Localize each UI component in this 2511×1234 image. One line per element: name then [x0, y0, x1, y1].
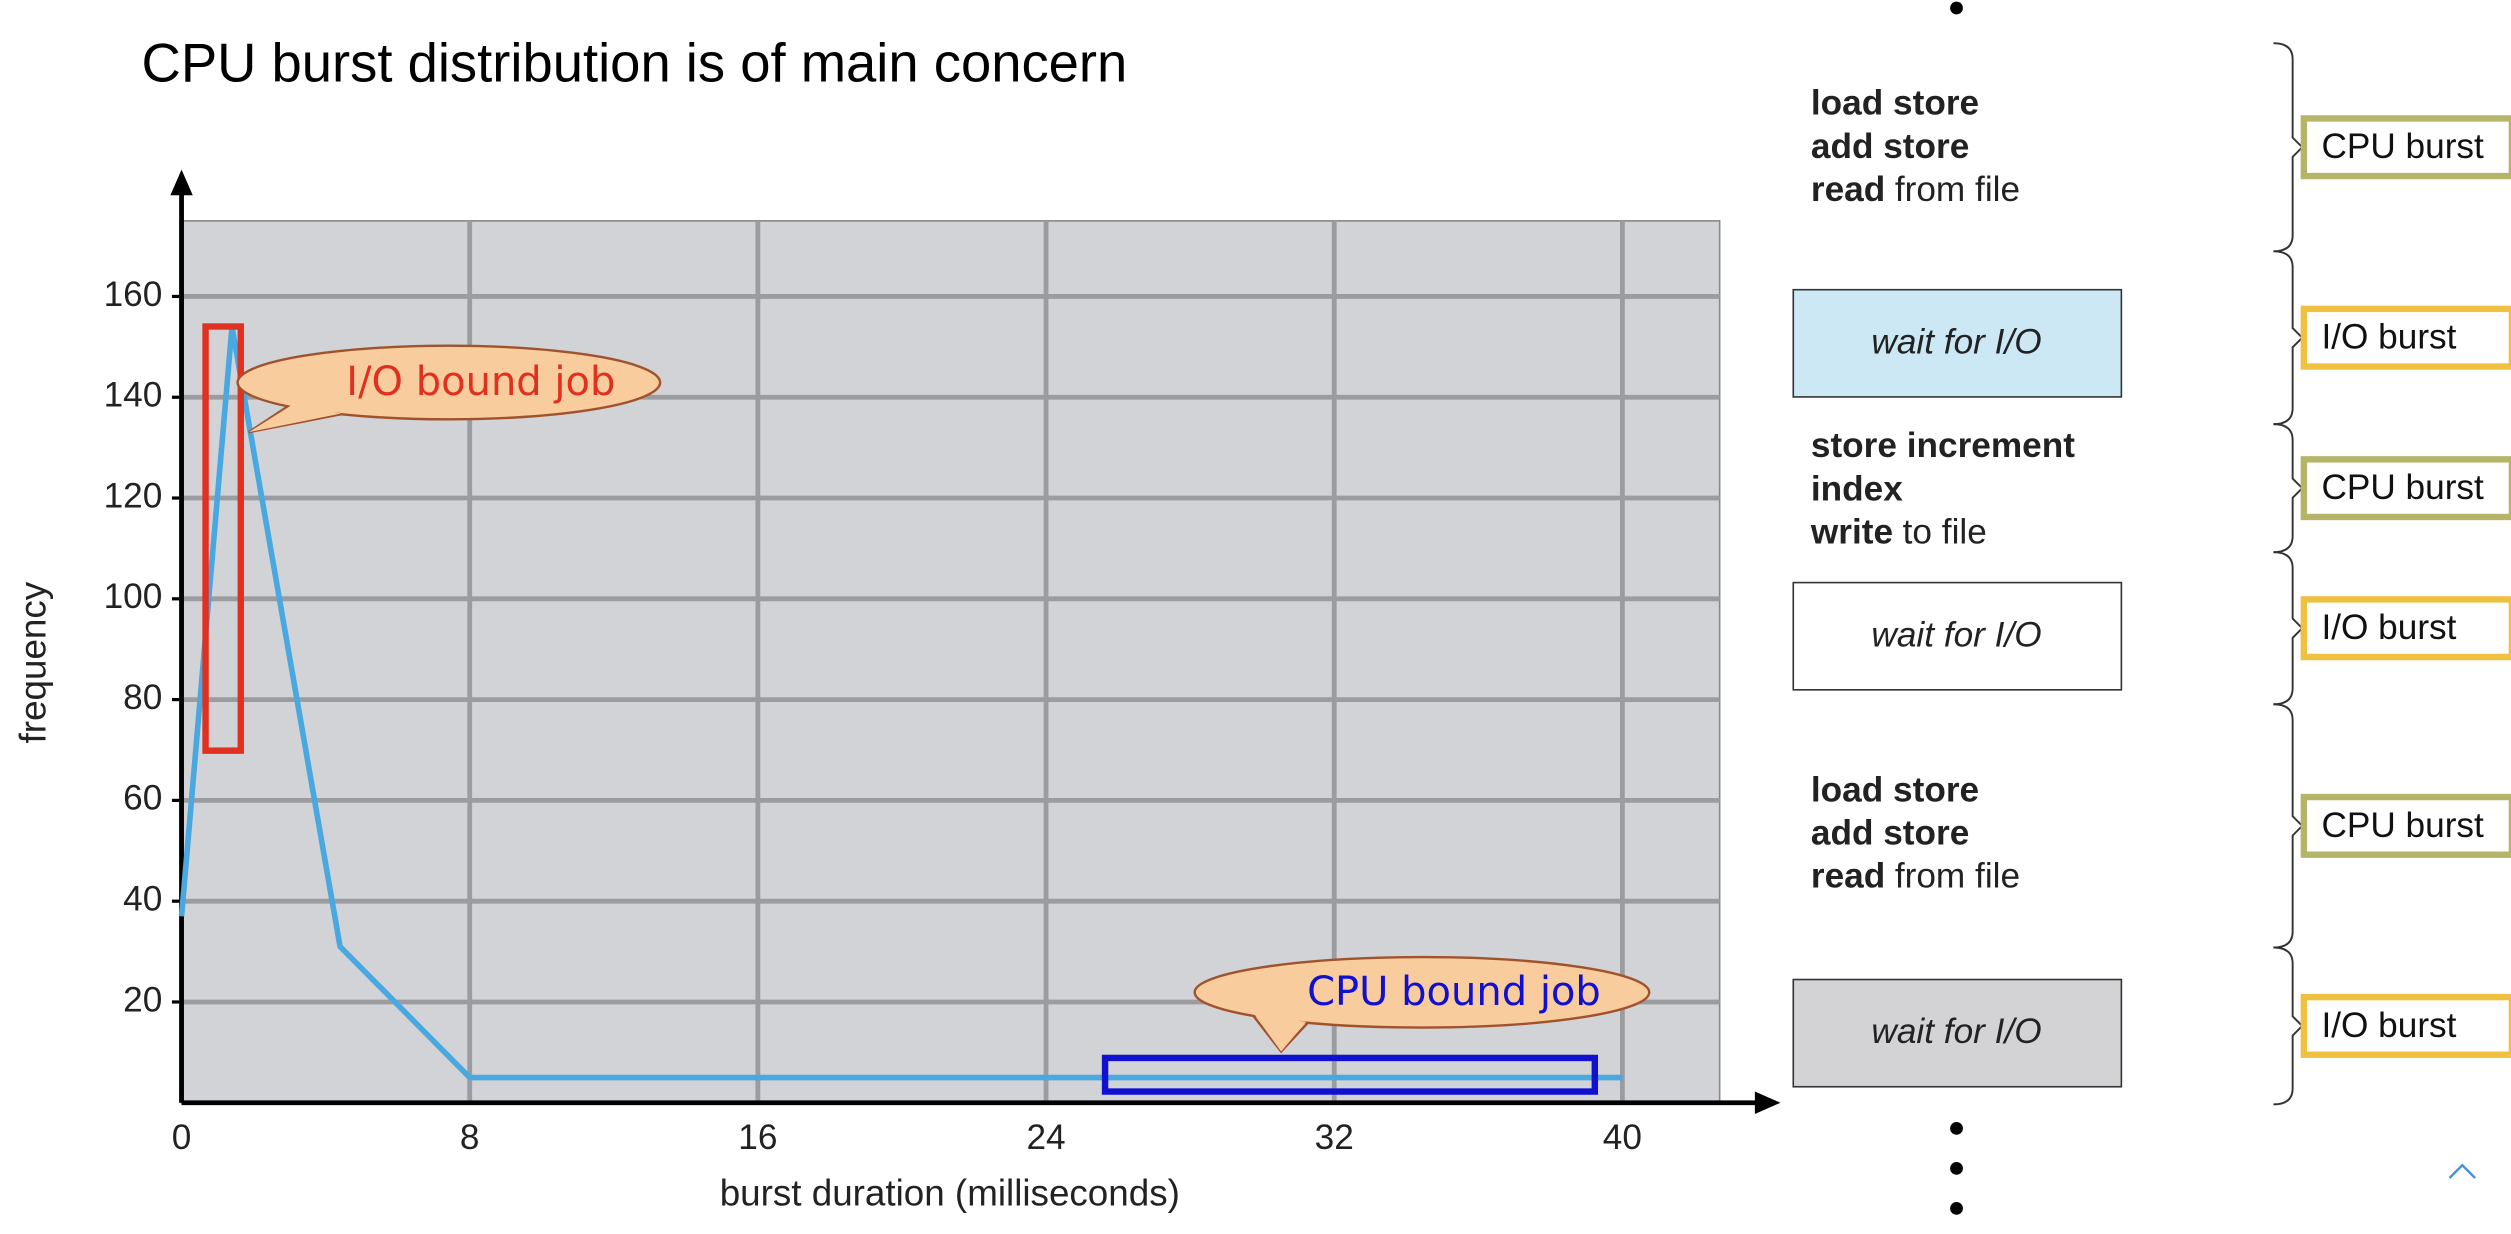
x-tick-label: 24 — [1026, 1118, 1065, 1157]
ellipsis-dot — [1950, 1161, 1963, 1175]
burst-label: CPU burst — [2321, 127, 2484, 166]
x-tick-label: 8 — [460, 1118, 480, 1157]
annotation: CPU bound job — [1307, 969, 1601, 1015]
burst-box — [2300, 993, 2511, 1058]
x-tick-label: 40 — [1603, 1118, 1642, 1157]
burst-label: CPU burst — [2321, 806, 2484, 845]
y-tick-label: 140 — [104, 376, 163, 415]
code-keyword: load store — [1811, 771, 1979, 810]
code-keyword: read — [1811, 170, 1885, 209]
x-axis-arrow — [1754, 1091, 1781, 1114]
y-tick-label: 60 — [123, 779, 162, 818]
x-tick-label: 0 — [172, 1118, 192, 1157]
burst-label: I/O burst — [2321, 1006, 2456, 1045]
io-highlight — [202, 323, 244, 754]
code-text: from file — [1895, 857, 2020, 896]
code-keyword: write — [1810, 513, 1893, 552]
callout-bubble — [1253, 1013, 1307, 1052]
burst-box — [2300, 596, 2511, 661]
y-tick-label: 40 — [123, 879, 162, 918]
code-line: add store — [1811, 127, 1969, 166]
callout-bubble — [1193, 955, 1651, 1029]
burst-label: I/O burst — [2321, 318, 2456, 357]
y-axis-arrow — [170, 169, 193, 196]
code-keyword: load store — [1811, 84, 1979, 123]
x-tick-label: 16 — [738, 1118, 777, 1157]
code-keyword: index — [1811, 470, 1903, 509]
y-axis-label: frequency — [13, 581, 54, 743]
chart-title: CPU burst distribution is of main concer… — [142, 33, 1128, 94]
code-line: load store — [1811, 84, 1979, 123]
burst-label: I/O burst — [2321, 608, 2456, 647]
y-tick-label: 100 — [104, 577, 163, 616]
ellipsis-dot — [1950, 1201, 1963, 1215]
wait-label: wait for I/O — [1871, 322, 2041, 361]
diagram: load store add store read from file store in… — [1792, 1, 2511, 1215]
x-axis-label: burst duration (milliseconds) — [720, 1172, 1180, 1213]
ellipsis-dot — [1950, 1, 1963, 15]
ellipsis-dot — [1950, 1121, 1963, 1135]
y-tick-label: 80 — [123, 678, 162, 717]
y-tick-label: 20 — [123, 980, 162, 1019]
burst-box — [2300, 793, 2511, 858]
callout-bubble — [236, 344, 662, 421]
code-line: write to file — [1810, 513, 1987, 552]
wait-box — [1792, 581, 2123, 691]
wait-label: wait for I/O — [1871, 615, 2041, 654]
y-tick-label: 120 — [104, 476, 163, 515]
code-line: read from file — [1811, 857, 2020, 896]
cpu-highlight — [1101, 1054, 1599, 1095]
code-text: to file — [1903, 513, 1987, 552]
data-line — [178, 323, 1623, 1081]
wait-box — [1792, 288, 2123, 398]
code-text: from file — [1895, 170, 2020, 209]
code-keyword: store increment — [1811, 426, 2075, 465]
code-keyword: add store — [1811, 127, 1969, 166]
code-line: load store — [1811, 771, 1979, 810]
burst-box — [2300, 305, 2511, 370]
code-keyword: add store — [1811, 814, 1969, 853]
burst-box — [2300, 115, 2511, 180]
code-keyword: read — [1811, 857, 1885, 896]
wait-box — [1792, 978, 2123, 1088]
plot: 20 40 60 80 100 120 140 160 0 8 16 24 32 40 I/O bound … — [104, 169, 1781, 1157]
callout-bubble — [248, 404, 342, 433]
y-tick-label: 160 — [104, 275, 163, 314]
code-line: index — [1811, 470, 1903, 509]
code-line: store increment — [1811, 426, 2075, 465]
x-tick-label: 32 — [1315, 1118, 1354, 1157]
burst-box — [2300, 456, 2511, 521]
code-line: read from file — [1811, 170, 2020, 209]
scroll-up-icon[interactable] — [2448, 1163, 2476, 1179]
burst-label: CPU burst — [2321, 468, 2484, 507]
annotation: I/O bound job — [346, 359, 615, 405]
wait-label: wait for I/O — [1871, 1012, 2041, 1051]
code-line: add store — [1811, 814, 1969, 853]
